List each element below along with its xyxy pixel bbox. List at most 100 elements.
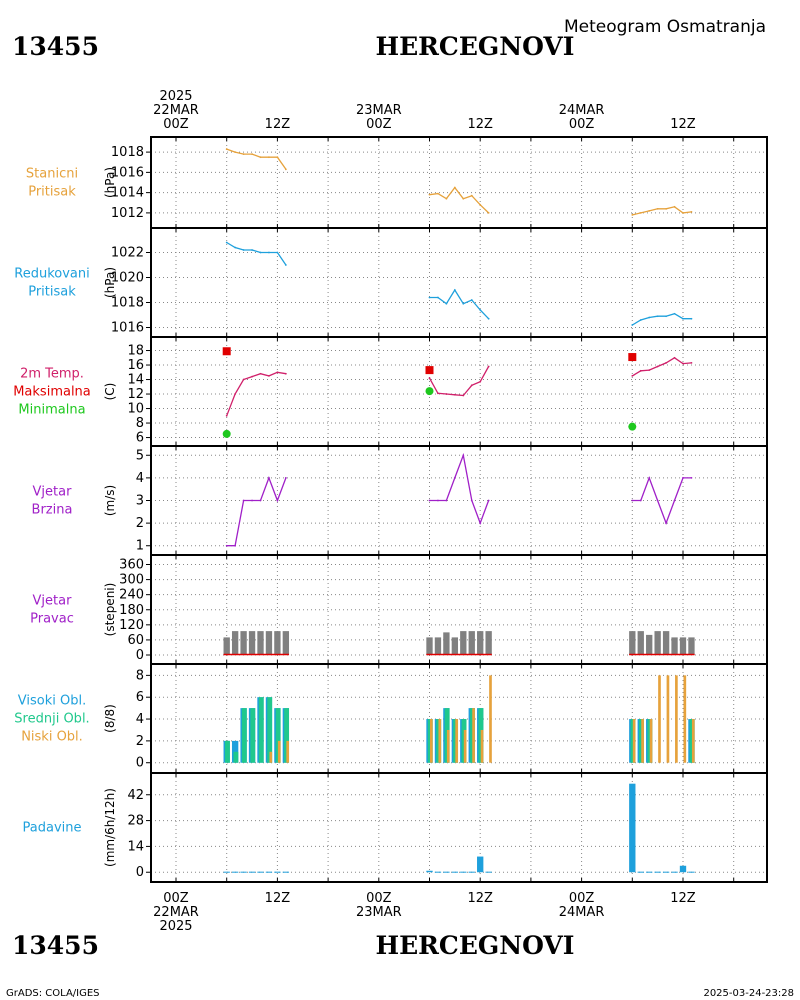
cloud-bar: [666, 675, 670, 763]
series-line: [226, 148, 287, 170]
bar: [637, 631, 644, 655]
time-label: 12Z: [265, 891, 291, 906]
data-point: [276, 371, 279, 374]
data-point: [462, 394, 465, 397]
cloud-bar: [284, 708, 290, 763]
data-point: [462, 454, 465, 457]
data-point: [234, 393, 237, 395]
y-tick-label: 10: [127, 402, 144, 417]
panel-wind-speed: 1 2 3 4 5 (m/s) Vjetar Brzina: [32, 445, 768, 556]
data-point: [673, 312, 676, 315]
time-label: 2025: [159, 919, 192, 934]
data-point: [259, 251, 262, 254]
bar: [282, 871, 290, 873]
series-line: [429, 186, 490, 214]
bar: [629, 783, 636, 873]
data-point: [487, 317, 490, 320]
time-label: 12Z: [670, 891, 696, 906]
cloud-bar: [286, 740, 290, 763]
time-label: 2025: [159, 89, 192, 104]
panels: 1012101410161018(hPa)StanicniPritisak101…: [13, 136, 768, 883]
cloud-bar: [269, 751, 273, 763]
time-label: 00Z: [366, 117, 392, 132]
bar: [434, 871, 442, 873]
cloud-bar: [231, 740, 239, 763]
data-point: [428, 296, 431, 299]
bar: [679, 637, 687, 655]
max-temp-marker: [222, 347, 231, 356]
station-name-bottom: HERCEGNOVI: [375, 931, 574, 960]
panel-label: Minimalna: [18, 403, 85, 418]
bar: [654, 871, 661, 873]
time-label: 00Z: [569, 117, 595, 132]
y-tick-label: 8: [136, 416, 144, 431]
data-point: [479, 380, 482, 383]
y-tick-label: 300: [119, 573, 144, 588]
bar: [231, 631, 239, 655]
data-point: [479, 203, 482, 206]
time-label: 00Z: [163, 117, 189, 132]
cloud-bar: [463, 729, 467, 763]
data-point: [690, 210, 693, 213]
data-point: [682, 362, 684, 365]
data-point: [445, 393, 448, 395]
y-tick-label: 1022: [111, 246, 144, 261]
data-point: [453, 393, 456, 396]
cloud-bar: [258, 697, 264, 763]
bar: [426, 870, 433, 873]
y-tick-label: 1018: [111, 145, 144, 160]
data-point: [487, 365, 490, 368]
data-point: [648, 476, 651, 479]
data-point: [437, 296, 439, 299]
panel-frame: [150, 136, 768, 229]
data-point: [259, 372, 262, 375]
y-tick-label: 360: [119, 558, 144, 573]
data-point: [251, 499, 253, 502]
data-point: [648, 209, 651, 212]
bar: [671, 871, 678, 873]
bar: [688, 637, 695, 655]
bar: [646, 871, 653, 873]
data-point: [276, 251, 279, 254]
data-point: [665, 315, 667, 318]
data-point: [639, 369, 642, 372]
data-point: [268, 375, 270, 377]
data-point: [242, 249, 245, 251]
panel-clouds: 0 2 4 6 8 (8/8) Visoki Obl. Srednji Obl. Niski O…: [14, 663, 768, 774]
y-tick-label: 1016: [111, 321, 144, 336]
panel-precipitation: 0 14 28 42 (mm/6h/12h) Padavine: [23, 772, 768, 883]
bar: [451, 871, 459, 873]
min-temp-marker: [628, 422, 637, 431]
data-point: [251, 249, 253, 251]
bar: [629, 631, 636, 655]
data-point: [631, 375, 634, 377]
data-point: [234, 246, 237, 249]
timestamp: 2025-03-24-23:28: [703, 988, 794, 999]
data-point: [437, 499, 439, 502]
series-line: [428, 366, 490, 397]
bar: [282, 631, 290, 655]
max-temp-marker: [628, 353, 637, 362]
data-point: [648, 316, 651, 319]
panel-label: Vjetar: [33, 594, 73, 609]
bar: [257, 871, 264, 873]
cloud-bar: [691, 719, 695, 763]
data-point: [665, 522, 667, 525]
data-point: [690, 317, 693, 320]
data-point: [251, 153, 253, 156]
bar: [265, 631, 273, 655]
bar: [265, 871, 273, 873]
y-tick-label: 1012: [111, 206, 144, 221]
data-point: [276, 156, 279, 159]
data-point: [437, 192, 439, 195]
data-point: [639, 319, 642, 321]
bar: [426, 637, 433, 655]
data-point: [259, 156, 262, 159]
bar: [223, 637, 230, 655]
min-temp-marker: [222, 429, 231, 438]
bar: [662, 871, 670, 873]
cloud-bar: [658, 675, 661, 763]
series-line: [429, 452, 490, 525]
cloud-bar: [267, 697, 273, 763]
